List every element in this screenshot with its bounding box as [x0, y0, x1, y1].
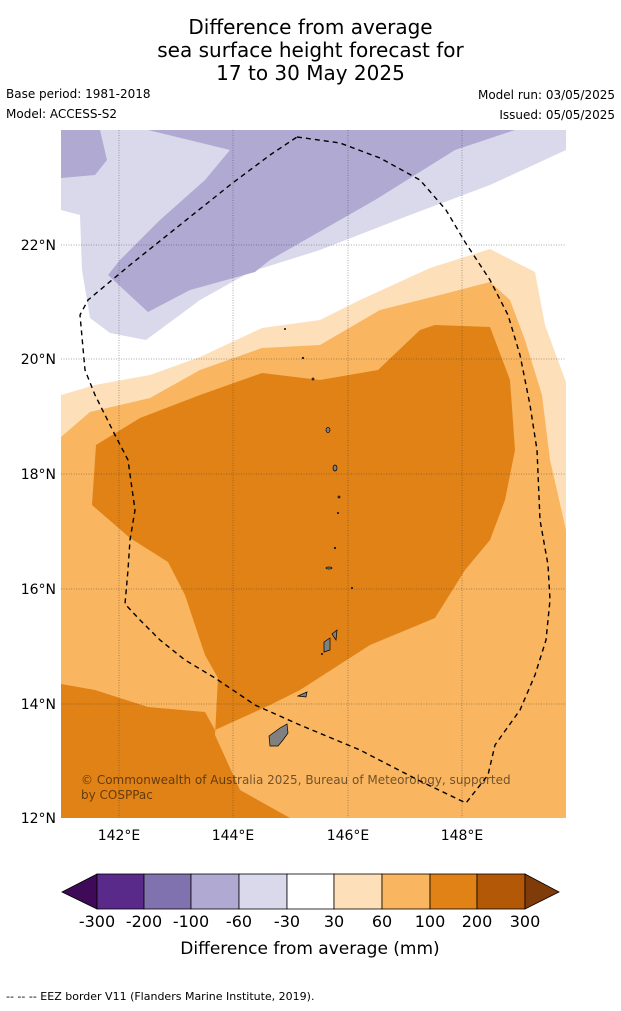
island-agrihan — [325, 427, 331, 433]
island-farallon-medinilla — [320, 652, 324, 656]
colorbar-tick: -100 — [173, 912, 209, 931]
lat-label-14: 14°N — [21, 697, 56, 713]
island-farallon — [311, 377, 315, 381]
colorbar-tick: -300 — [79, 912, 115, 931]
contour-fills — [61, 130, 566, 818]
colorbar-tick: 200 — [462, 912, 493, 931]
lat-label-22: 22°N — [21, 238, 56, 254]
latitude-labels: 22°N 20°N 18°N 16°N 14°N 12°N — [21, 238, 56, 827]
colorbar-segment — [143, 873, 192, 910]
island-zealandia — [350, 586, 354, 590]
colorbar-segment — [190, 873, 240, 910]
copyright-line-2: by COSPPac — [81, 788, 153, 802]
colorbar-segment — [429, 873, 478, 910]
colorbar-extend-low — [61, 873, 98, 910]
contour-pos-100 — [61, 325, 515, 818]
island-guam — [268, 723, 289, 747]
colorbar-tick: 60 — [372, 912, 392, 931]
colorbar-ticks: -300 -200 -100 -60 -30 30 60 100 200 300 — [79, 912, 540, 931]
island-pagan — [332, 464, 338, 472]
chart-title: Difference from average sea surface heig… — [0, 16, 621, 85]
island-rota — [296, 691, 308, 698]
model-run: Model run: 03/05/2025 — [477, 88, 615, 102]
gridlines — [61, 130, 566, 818]
island-alamagan — [337, 495, 341, 499]
colorbar-segment — [238, 873, 288, 910]
lat-label-16: 16°N — [21, 582, 56, 598]
island-guguan — [336, 511, 340, 515]
lon-label-144: 144°E — [212, 828, 255, 844]
colorbar-label: Difference from average (mm) — [180, 939, 439, 959]
colorbar-tick: 300 — [510, 912, 541, 931]
model-name: Model: ACCESS-S2 — [6, 107, 118, 121]
colorbar-segment — [96, 873, 145, 910]
lat-label-18: 18°N — [21, 467, 56, 483]
colorbar-segment — [381, 873, 431, 910]
colorbar-segment — [476, 873, 526, 910]
lon-label-142: 142°E — [98, 828, 141, 844]
island-tinian — [331, 629, 338, 642]
lat-label-20: 20°N — [21, 352, 56, 368]
colorbar-tick: -200 — [126, 912, 162, 931]
island-maug — [301, 356, 305, 360]
island-anatahan — [325, 566, 333, 570]
island-uracas — [283, 327, 287, 331]
title-line-2: sea surface height forecast for — [157, 38, 464, 62]
issued-date: Issued: 05/05/2025 — [499, 108, 615, 122]
colorbar-segment — [286, 873, 335, 910]
island-sarigan — [333, 546, 337, 550]
colorbar — [61, 873, 560, 910]
title-line-3: 17 to 30 May 2025 — [216, 61, 405, 85]
colorbar-segment — [333, 873, 383, 910]
colorbar-extend-high — [524, 873, 560, 910]
colorbar-tick: 100 — [415, 912, 446, 931]
lon-label-146: 146°E — [327, 828, 370, 844]
colorbar-tick: 30 — [324, 912, 344, 931]
islands — [268, 327, 354, 747]
title-line-1: Difference from average — [188, 15, 433, 39]
island-saipan — [323, 637, 331, 653]
colorbar-tick: -60 — [226, 912, 252, 931]
eez-legend-note: -- -- -- EEZ border V11 (Flanders Marine… — [6, 990, 315, 1003]
lon-label-148: 148°E — [441, 828, 484, 844]
copyright-line-1: © Commonwealth of Australia 2025, Bureau… — [81, 773, 511, 787]
eez-border — [79, 136, 551, 804]
contour-neg-60-west — [61, 130, 107, 178]
contour-neg-60 — [108, 130, 515, 312]
colorbar-tick: -30 — [274, 912, 300, 931]
base-period: Base period: 1981-2018 — [6, 87, 151, 101]
lat-label-12: 12°N — [21, 811, 56, 827]
longitude-labels: 142°E 144°E 146°E 148°E — [98, 828, 484, 844]
